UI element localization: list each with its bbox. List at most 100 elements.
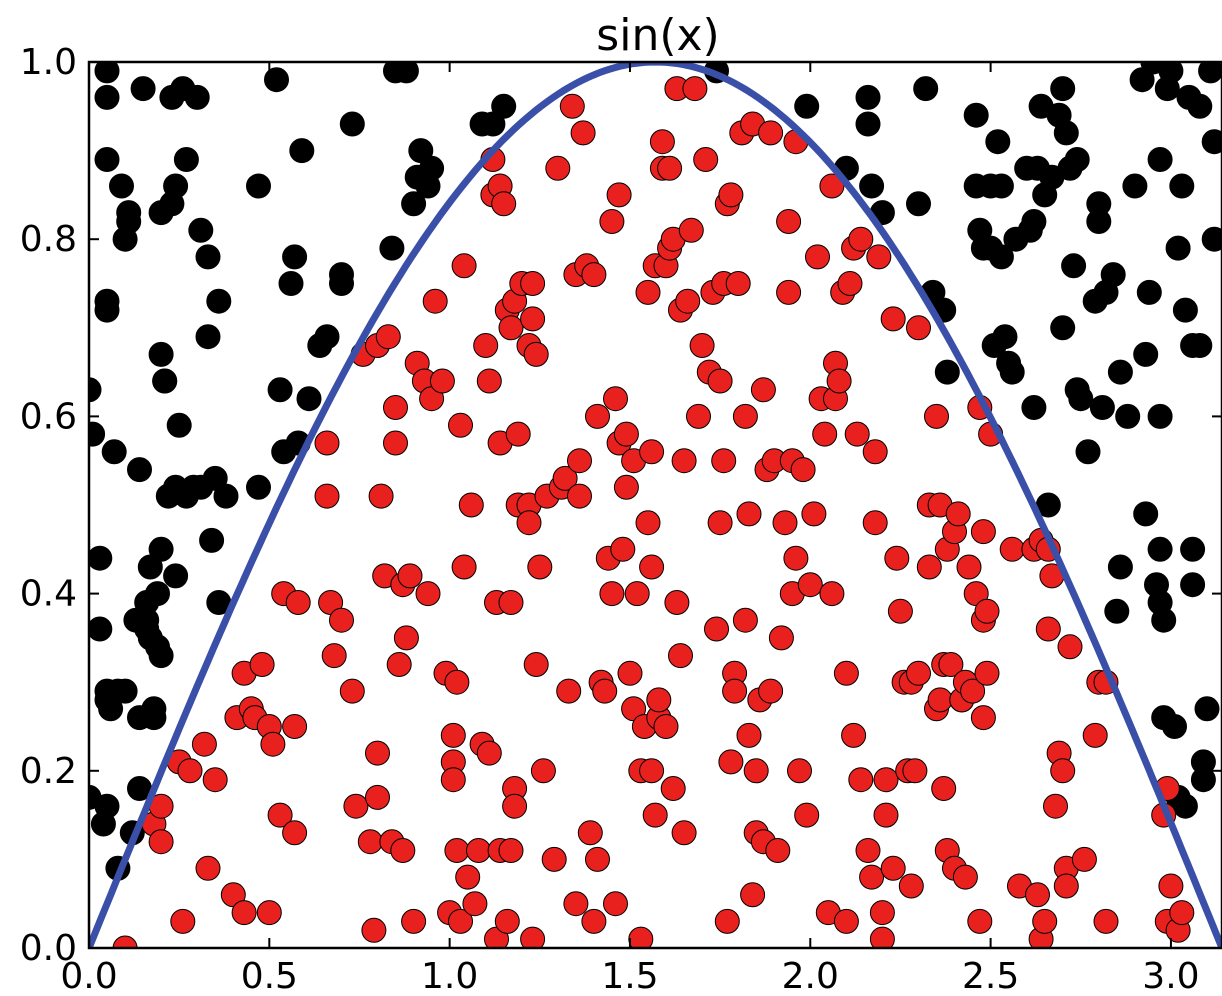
red-point [314,483,340,509]
red-point [826,368,852,394]
red-point [675,288,701,314]
red-point [649,129,675,155]
black-point [148,536,174,562]
black-point [859,173,885,199]
red-point [451,253,477,279]
black-point [109,173,134,199]
red-point [357,829,383,855]
black-point [188,217,214,243]
red-point [794,802,820,828]
red-point [646,687,672,713]
red-point [523,652,549,677]
black-point [213,483,239,509]
red-point [833,908,859,934]
red-point [520,306,546,332]
red-point [527,554,553,580]
red-point [653,714,679,739]
black-point [855,84,881,110]
red-point [563,891,589,917]
red-point [750,377,776,403]
red-point [321,643,347,669]
red-point [429,368,455,394]
black-point [339,111,365,137]
black-point [1133,341,1159,367]
y-tick-label: 0.2 [20,751,77,792]
red-point [314,430,340,456]
red-point [1032,908,1058,934]
red-point [884,545,910,571]
black-point [148,341,174,367]
chart-title: sin(x) [596,10,719,61]
red-point [787,758,812,784]
red-point [191,731,217,757]
red-point [440,722,466,748]
red-point [581,262,607,288]
red-point [444,838,470,863]
red-point [758,120,784,146]
red-point [714,908,740,934]
red-point [368,483,394,509]
black-point [1165,235,1191,261]
red-point [617,660,643,686]
red-point [592,678,618,704]
red-point [906,315,931,341]
red-point [177,758,203,784]
red-point [585,403,610,429]
black-point [1089,395,1115,420]
black-point [1107,554,1133,580]
red-point [790,457,816,483]
red-point [848,226,874,252]
black-point [1053,120,1079,146]
red-point [577,820,603,846]
red-point [267,802,293,828]
red-point [624,581,650,607]
red-point [848,767,874,793]
red-point [249,652,275,677]
black-point [1147,403,1173,429]
black-point [163,173,189,199]
black-point [163,563,189,589]
black-point [206,288,232,314]
red-point [952,864,978,890]
black-point [1180,536,1206,562]
red-point [383,430,408,456]
red-point [386,652,412,677]
red-point [599,581,625,607]
red-point [567,448,592,474]
y-axis-tick-labels: 0.0 0.2 0.4 0.6 0.8 1.0 [20,42,77,969]
black-point [1194,696,1220,722]
black-point [1147,147,1173,172]
red-point [887,598,913,624]
red-point [880,855,906,881]
black-point [1169,173,1195,199]
red-point [642,802,668,828]
red-point [635,510,661,536]
red-point [833,660,859,686]
red-point [260,731,286,757]
black-point [94,84,120,110]
black-point [184,84,210,110]
red-point [776,279,802,305]
red-point [520,926,546,948]
red-point [707,368,733,394]
black-point [393,62,419,84]
black-point [89,377,102,403]
red-point [1057,634,1083,660]
red-point [1158,873,1184,899]
red-point [736,501,762,527]
red-point [970,705,996,731]
black-point [116,209,142,234]
black-point [101,439,127,465]
black-point [985,129,1011,155]
red-point [1035,616,1061,642]
red-point [1050,758,1076,784]
black-point [141,696,167,722]
black-point [1198,62,1222,84]
red-point [570,120,596,146]
red-point [603,386,628,412]
black-point [1068,386,1094,412]
red-point [657,155,683,181]
red-point [1043,793,1068,819]
y-tick-label: 1.0 [20,42,77,83]
red-point [967,908,993,934]
